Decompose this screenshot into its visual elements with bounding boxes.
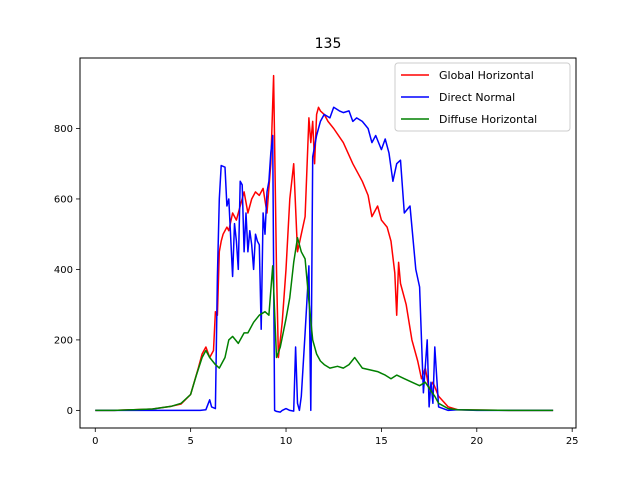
chart-title: 135 — [315, 36, 342, 52]
y-tick-label: 600 — [54, 194, 73, 205]
x-tick-label: 5 — [187, 436, 193, 447]
y-tick-label: 200 — [54, 335, 73, 346]
legend-entry: Diffuse Horizontal — [439, 113, 537, 126]
y-tick-label: 400 — [54, 265, 73, 276]
x-axis: 0 5 10 15 20 25 — [92, 428, 579, 447]
series-line-2 — [95, 236, 554, 412]
legend-entry: Direct Normal — [439, 91, 515, 104]
y-axis: 0 200 400 600 800 — [54, 124, 80, 417]
plot-area — [79, 57, 577, 429]
x-tick-label: 25 — [566, 436, 579, 447]
series-line-1 — [95, 106, 554, 413]
y-tick-label: 0 — [67, 406, 73, 417]
legend-box — [394, 62, 571, 132]
x-tick-label: 15 — [375, 436, 388, 447]
legend-entry: Global Horizontal — [439, 69, 534, 82]
axes-frame — [79, 57, 577, 429]
y-tick-label: 800 — [54, 124, 73, 135]
legend: Global Horizontal Direct Normal Diffuse Ho… — [394, 62, 571, 132]
x-tick-label: 10 — [280, 436, 293, 447]
x-tick-label: 0 — [92, 436, 98, 447]
x-tick-label: 20 — [470, 436, 483, 447]
series-lines — [95, 74, 554, 413]
